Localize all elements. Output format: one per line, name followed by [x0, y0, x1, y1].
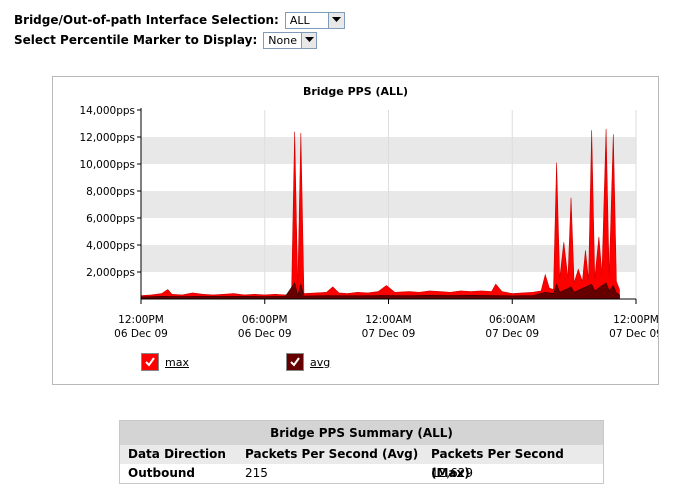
interface-select[interactable]: ALL [284, 11, 345, 29]
percentile-selection-label: Select Percentile Marker to Display: [14, 33, 258, 47]
chart-title: Bridge PPS (ALL) [302, 85, 409, 98]
summary-title: Bridge PPS Summary (ALL) [120, 421, 603, 445]
x-tick-label-date: 06 Dec 09 [238, 328, 292, 340]
pps-chart: 2,000pps 4,000pps 6,000pps 8,000pps 10,000pp… [79, 105, 658, 340]
table-row: Outbound 215 12,629 [120, 464, 603, 483]
checkbox-checked-icon[interactable] [141, 353, 159, 371]
series-max-area [140, 128, 620, 300]
percentile-select[interactable]: None [263, 31, 318, 49]
x-tick-label-date: 07 Dec 09 [609, 328, 658, 340]
y-tick-label: 8,000pps [86, 186, 135, 198]
legend-max-label[interactable]: max [165, 355, 189, 369]
x-tick-label-date: 07 Dec 09 [485, 328, 539, 340]
y-tick-label: 6,000pps [86, 213, 135, 225]
percentile-selection-row: Select Percentile Marker to Display: Non… [14, 31, 318, 49]
chevron-down-icon[interactable] [327, 12, 344, 28]
interface-selection-row: Bridge/Out-of-path Interface Selection: … [14, 11, 345, 29]
y-tick-label: 12,000pps [79, 132, 135, 144]
interface-select-value: ALL [289, 13, 310, 27]
header-data-direction: Data Direction [128, 447, 226, 461]
y-tick-label: 2,000pps [86, 267, 135, 279]
x-tick-label-time: 12:00AM [365, 314, 412, 326]
legend-max[interactable]: max [141, 353, 189, 371]
percentile-select-value: None [268, 33, 297, 47]
interface-selection-label: Bridge/Out-of-path Interface Selection: [14, 13, 279, 27]
x-tick-label-time: 12:00PM [118, 314, 164, 326]
series-avg-area [140, 282, 620, 300]
summary-header-row: Data Direction Packets Per Second (Avg) … [120, 445, 603, 480]
cell-pps-max: 12,629 [431, 466, 473, 480]
header-pps-max: Packets Per Second (Max) [431, 447, 564, 480]
legend-avg-label[interactable]: avg [310, 355, 331, 369]
x-tick-label-time: 12:00PM [613, 314, 658, 326]
cell-pps-avg: 215 [245, 466, 268, 480]
y-tick-label: 14,000pps [79, 105, 135, 117]
cell-direction: Outbound [128, 466, 195, 480]
summary-table: Bridge PPS Summary (ALL) Data Direction … [119, 420, 604, 484]
chart-panel: Bridge PPS (ALL) 2,000pps 4,000pps 6,000pp… [52, 76, 659, 385]
x-tick-label-date: 06 Dec 09 [114, 328, 168, 340]
x-tick-label-time: 06:00AM [489, 314, 536, 326]
checkbox-checked-icon[interactable] [286, 353, 304, 371]
chevron-down-icon[interactable] [300, 32, 317, 48]
legend-avg[interactable]: avg [286, 353, 330, 371]
x-tick-label-date: 07 Dec 09 [362, 328, 416, 340]
header-pps-avg: Packets Per Second (Avg) [245, 447, 419, 461]
y-tick-label: 4,000pps [86, 240, 135, 252]
x-tick-label-time: 06:00PM [242, 314, 288, 326]
y-tick-label: 10,000pps [79, 159, 135, 171]
